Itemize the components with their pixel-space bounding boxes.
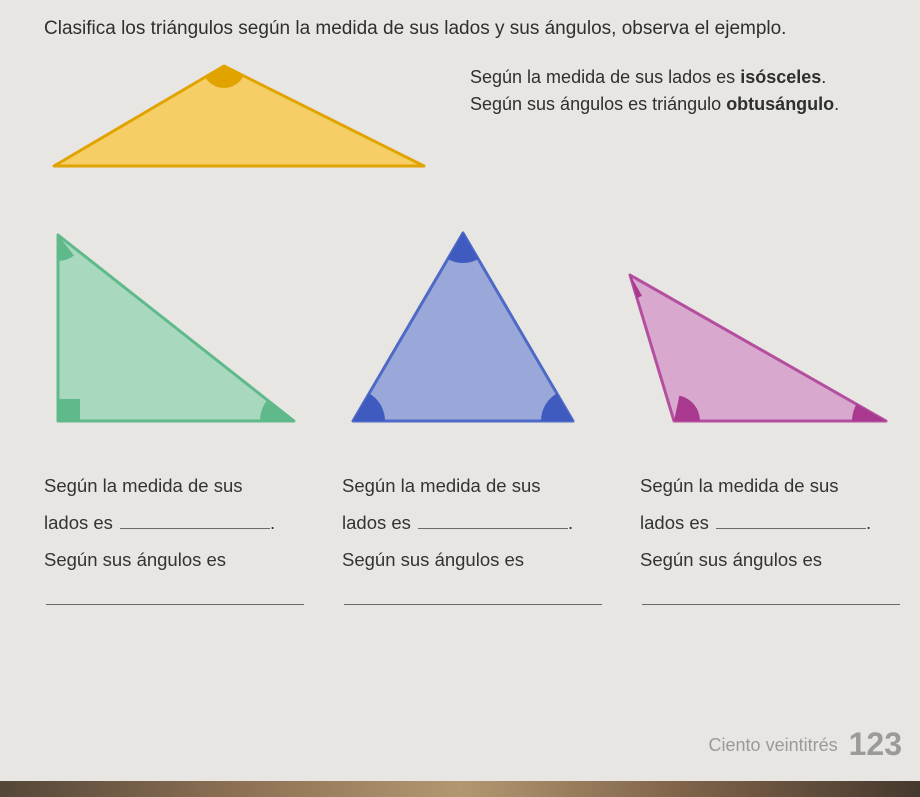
equilateral-triangle-svg [333, 223, 593, 433]
answer-block-2: Según la medida de sus lados es . Según … [342, 467, 600, 605]
blank-angles-1[interactable] [46, 586, 304, 605]
triangle-col-2 [331, 223, 594, 433]
answer-block-1: Según la medida de sus lados es . Según … [44, 467, 302, 605]
blank-angles-3[interactable] [642, 586, 900, 605]
example-line1-prefix: Según la medida de sus lados es [470, 67, 740, 87]
answer-line3: Según sus ángulos es [44, 541, 302, 578]
answer-line1: Según la medida de sus [342, 467, 600, 504]
answers-row: Según la medida de sus lados es . Según … [44, 467, 898, 605]
answer-line1: Según la medida de sus [640, 467, 898, 504]
footer-number: 123 [849, 726, 902, 762]
answer-line1: Según la medida de sus [44, 467, 302, 504]
answer-block-3: Según la medida de sus lados es . Según … [640, 467, 898, 605]
answer-line2-prefix: lados es [44, 512, 113, 533]
triangles-row [44, 223, 898, 433]
page-footer: Ciento veintitrés 123 [709, 726, 902, 763]
blank-sides-3[interactable] [716, 510, 866, 529]
triangle-col-3 [618, 263, 898, 433]
example-line1-suffix: . [821, 67, 826, 87]
blank-sides-1[interactable] [120, 510, 270, 529]
example-line2-prefix: Según sus ángulos es triángulo [470, 94, 726, 114]
example-line2-bold: obtusángulo [726, 94, 834, 114]
instruction-text: Clasifica los triángulos según la medida… [44, 18, 898, 40]
answer-line2-prefix: lados es [342, 512, 411, 533]
example-triangle [44, 58, 434, 183]
example-classification: Según la medida de sus lados es isóscele… [470, 58, 839, 118]
answer-line2-prefix: lados es [640, 512, 709, 533]
triangle-col-1 [44, 223, 307, 433]
obtuse-scalene-triangle-svg [618, 263, 898, 433]
answer-line3: Según sus ángulos es [342, 541, 600, 578]
blank-sides-2[interactable] [418, 510, 568, 529]
right-triangle-svg [46, 223, 306, 433]
example-triangle-svg [44, 58, 434, 178]
example-line1-bold: isósceles [740, 67, 821, 87]
example-row: Según la medida de sus lados es isóscele… [44, 58, 898, 183]
bottom-strip [0, 781, 920, 797]
footer-text: Ciento veintitrés [709, 735, 838, 755]
blank-angles-2[interactable] [344, 586, 602, 605]
example-line2-suffix: . [834, 94, 839, 114]
answer-line3: Según sus ángulos es [640, 541, 898, 578]
